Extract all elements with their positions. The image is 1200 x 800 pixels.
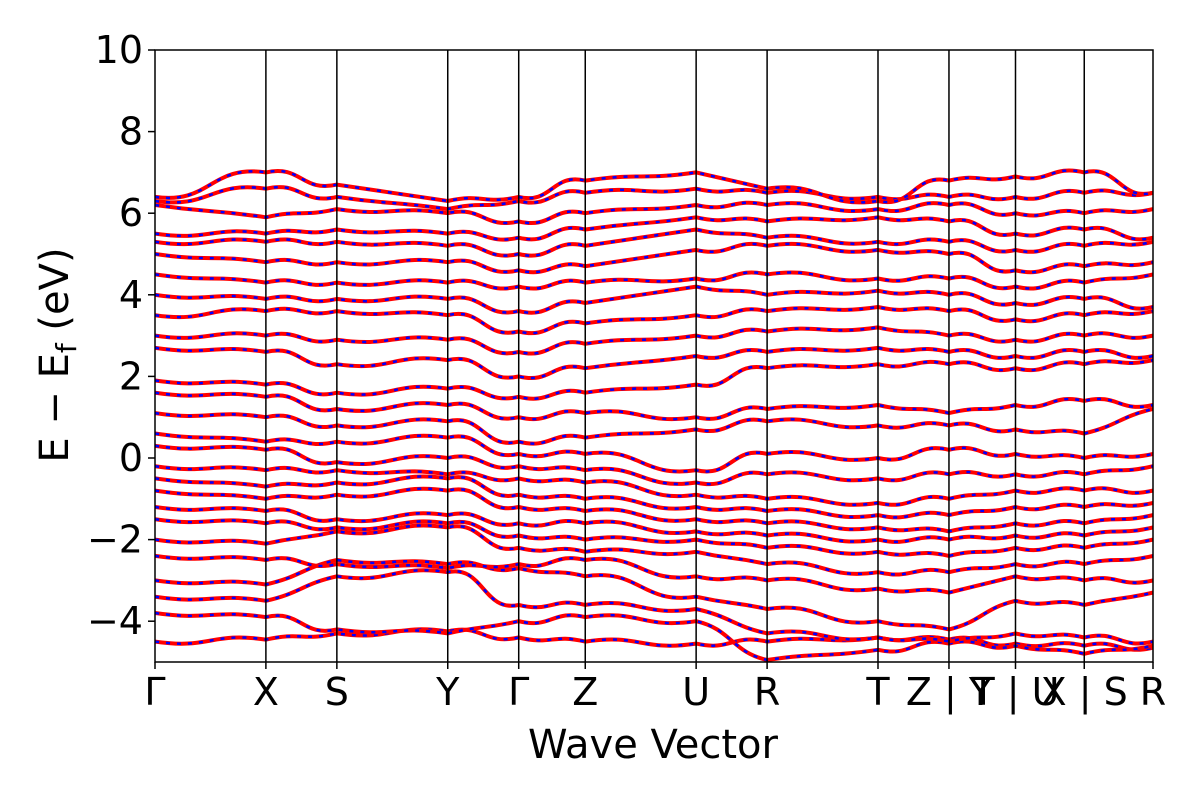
- y-axis-label-sub: f: [50, 342, 83, 353]
- x-tick-label-4: Γ: [508, 670, 529, 714]
- band-line-blue-21: [155, 242, 1153, 274]
- band-line-red-13: [155, 407, 1153, 446]
- x-tick-label-0: Γ: [144, 670, 165, 714]
- x-tick-label-1: X: [253, 670, 279, 714]
- y-tick-label-4: 2: [119, 354, 143, 398]
- x-tick-label-6: U: [682, 670, 710, 714]
- x-axis-label: Wave Vector: [528, 722, 779, 768]
- y-axis-ticks: 10 8 6 4 2 0 −2 −4: [87, 28, 155, 643]
- y-tick-label-2: 6: [119, 191, 143, 235]
- band-line-blue-15: [155, 358, 1153, 400]
- band-line-blue-20: [155, 271, 1153, 290]
- band-line-red-21: [155, 241, 1153, 275]
- band-line-red-16: [155, 345, 1153, 380]
- band-line-blue-11: [155, 444, 1153, 486]
- band-line-blue-13: [155, 407, 1153, 445]
- x-tick-label-12: R: [1140, 670, 1166, 714]
- plot-frame: [154, 49, 1154, 663]
- band-line-blue-0: [155, 628, 1153, 652]
- x-tick-label-11: X | S: [1041, 670, 1128, 715]
- band-line-red-12: [155, 431, 1153, 474]
- band-line-blue-18: [155, 305, 1153, 335]
- band-lines: [155, 168, 1153, 662]
- x-tick-label-9: Z | Y: [906, 670, 993, 715]
- band-line-red-19: [155, 284, 1153, 315]
- y-axis-label-unit: (eV): [32, 247, 78, 343]
- band-line-red-14: [155, 390, 1153, 422]
- y-tick-label-0: 10: [95, 28, 143, 72]
- high-symmetry-lines: [265, 50, 1085, 662]
- x-tick-label-10: T | U: [970, 670, 1059, 715]
- y-axis-label-main: E − E: [32, 353, 78, 463]
- band-line-blue-1: [155, 611, 1153, 662]
- x-tick-label-2: S: [325, 670, 349, 714]
- band-line-blue-19: [155, 285, 1153, 314]
- x-tick-label-5: Z: [572, 670, 598, 714]
- band-line-red-24: [155, 200, 1153, 225]
- band-line-blue-23: [155, 216, 1153, 241]
- band-line-blue-16: [155, 346, 1153, 380]
- y-axis-label: E − Ef (eV): [32, 247, 83, 462]
- band-line-blue-26: [155, 169, 1153, 204]
- band-line-blue-8: [155, 487, 1153, 533]
- band-line-red-11: [155, 443, 1153, 486]
- band-line-blue-7: [155, 505, 1153, 544]
- band-line-blue-12: [155, 432, 1153, 473]
- y-tick-label-7: −4: [87, 599, 143, 643]
- band-line-blue-17: [155, 326, 1153, 355]
- y-tick-label-6: −2: [87, 518, 143, 562]
- x-tick-label-3: Y: [435, 670, 460, 714]
- band-line-blue-14: [155, 391, 1153, 421]
- band-line-blue-25: [155, 185, 1153, 211]
- band-line-red-15: [155, 358, 1153, 401]
- band-line-red-20: [155, 270, 1153, 291]
- x-tick-label-7: R: [754, 670, 780, 714]
- band-line-blue-2: [155, 569, 1153, 645]
- y-tick-label-1: 8: [119, 110, 143, 154]
- x-tick-label-8: T: [865, 670, 890, 714]
- band-line-red-3: [155, 557, 1153, 632]
- y-tick-label-3: 4: [119, 273, 143, 317]
- band-line-blue-6: [155, 517, 1153, 558]
- y-tick-label-5: 0: [119, 436, 143, 480]
